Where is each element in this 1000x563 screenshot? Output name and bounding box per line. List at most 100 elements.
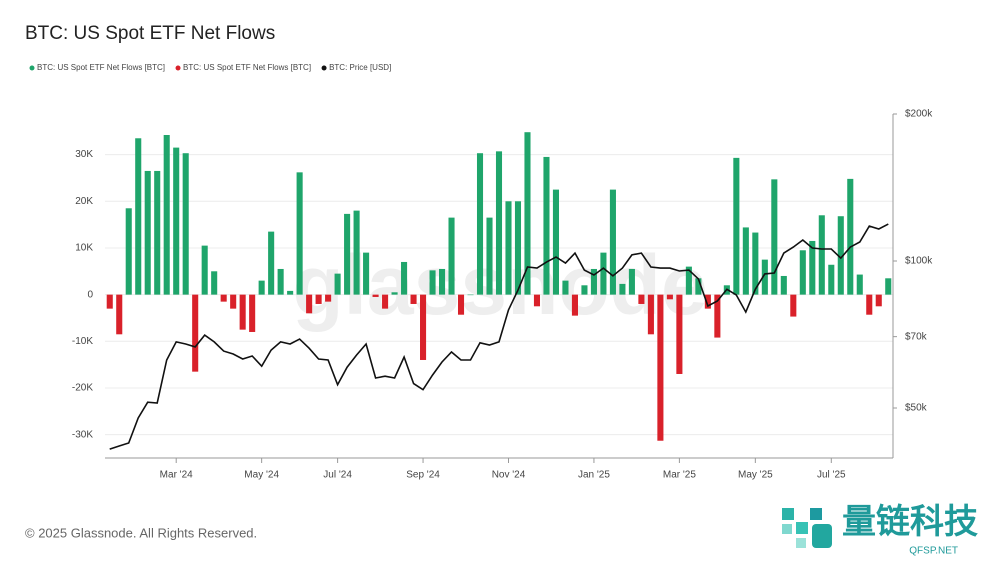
- y-tick-label: -20K: [72, 383, 93, 394]
- bar: [818, 215, 825, 295]
- bar: [372, 294, 379, 297]
- bar: [714, 294, 721, 338]
- bar: [220, 294, 227, 302]
- bar: [457, 294, 465, 315]
- x-tick-label: May '25: [738, 470, 773, 481]
- bar: [125, 208, 132, 295]
- bar: [590, 268, 597, 295]
- bar: [135, 138, 142, 295]
- bar: [514, 201, 522, 295]
- legend-label: BTC: US Spot ETF Net Flows [BTC]: [37, 63, 165, 72]
- bar: [638, 294, 645, 304]
- bar: [600, 252, 607, 295]
- bar: [420, 294, 427, 360]
- y-tick-label: 0: [87, 289, 93, 300]
- bar: [410, 294, 417, 304]
- bar: [448, 217, 455, 295]
- x-tick-label: Jul '25: [817, 470, 846, 481]
- bar: [676, 294, 683, 374]
- bar: [628, 268, 635, 295]
- legend-label: BTC: US Spot ETF Net Flows [BTC]: [183, 63, 311, 72]
- x-tick-label: Jan '25: [578, 470, 610, 481]
- bar: [353, 210, 360, 295]
- footer: © 2025 Glassnode. All Rights Reserved.: [25, 525, 257, 540]
- bar: [258, 280, 265, 295]
- bar: [182, 153, 189, 295]
- bar: [562, 280, 569, 295]
- y2-tick-label: $100k: [905, 256, 933, 267]
- legend-marker: [321, 65, 327, 71]
- y-tick-label: -10K: [72, 336, 93, 347]
- bar: [192, 294, 199, 372]
- bar: [571, 294, 578, 316]
- bar: [401, 261, 408, 295]
- bar: [268, 231, 275, 295]
- bar: [552, 189, 560, 295]
- bar: [666, 294, 673, 300]
- x-tick-label: May '24: [244, 470, 279, 481]
- legend-label: BTC: Price [USD]: [329, 63, 391, 72]
- bar: [211, 271, 218, 295]
- y2-tick-label: $50k: [905, 403, 928, 414]
- bar: [866, 294, 873, 315]
- bar: [505, 201, 512, 295]
- brand-site: QFSP.NET: [909, 546, 958, 557]
- y2-tick-label: $200k: [905, 109, 933, 120]
- bar: [239, 294, 246, 330]
- y-tick-label: 30K: [75, 149, 93, 160]
- bar: [382, 294, 389, 309]
- bar: [391, 292, 398, 295]
- y2-tick-label: $70k: [905, 331, 928, 342]
- bar: [609, 189, 616, 295]
- brand-name: 量链科技: [842, 503, 978, 541]
- legend-marker: [29, 65, 35, 71]
- y-tick-label: -30K: [72, 429, 93, 440]
- x-tick-label: Nov '24: [492, 470, 526, 481]
- bar: [856, 274, 863, 295]
- bar: [315, 294, 322, 304]
- bar: [173, 147, 180, 295]
- bar: [334, 273, 341, 295]
- bar: [476, 153, 484, 295]
- bar: [875, 294, 882, 307]
- brand-logo: [782, 508, 832, 548]
- bar: [837, 216, 844, 295]
- x-tick-label: Mar '25: [663, 470, 696, 481]
- bar: [116, 294, 123, 335]
- bar: [438, 268, 446, 295]
- bar: [647, 294, 654, 335]
- bar: [704, 294, 711, 309]
- chart-title: BTC: US Spot ETF Net Flows: [25, 23, 275, 44]
- bar: [249, 294, 256, 332]
- bar: [344, 213, 351, 295]
- bar: [306, 294, 313, 314]
- bar: [581, 285, 588, 295]
- bar: [752, 232, 759, 295]
- legend: BTC: US Spot ETF Net Flows [BTC] BTC: US …: [29, 63, 391, 72]
- bar: [230, 294, 237, 309]
- bar: [847, 178, 854, 295]
- bar: [467, 294, 474, 296]
- bar: [287, 290, 294, 295]
- bar: [495, 151, 503, 295]
- bar: [163, 135, 170, 295]
- bar: [106, 294, 113, 309]
- bar: [809, 240, 816, 295]
- bar: [201, 245, 208, 295]
- bar: [524, 132, 531, 295]
- bar: [780, 275, 787, 295]
- bar: [543, 156, 550, 295]
- bar: [742, 227, 749, 295]
- bar: [657, 294, 664, 441]
- bar: [771, 179, 778, 295]
- bar: [799, 250, 806, 295]
- bar: [144, 170, 151, 295]
- bar: [828, 264, 835, 295]
- bar: [790, 294, 797, 317]
- bar: [685, 266, 692, 295]
- bar: [296, 172, 303, 295]
- x-tick-label: Jul '24: [323, 470, 352, 481]
- bar: [363, 252, 370, 295]
- bar: [619, 283, 626, 295]
